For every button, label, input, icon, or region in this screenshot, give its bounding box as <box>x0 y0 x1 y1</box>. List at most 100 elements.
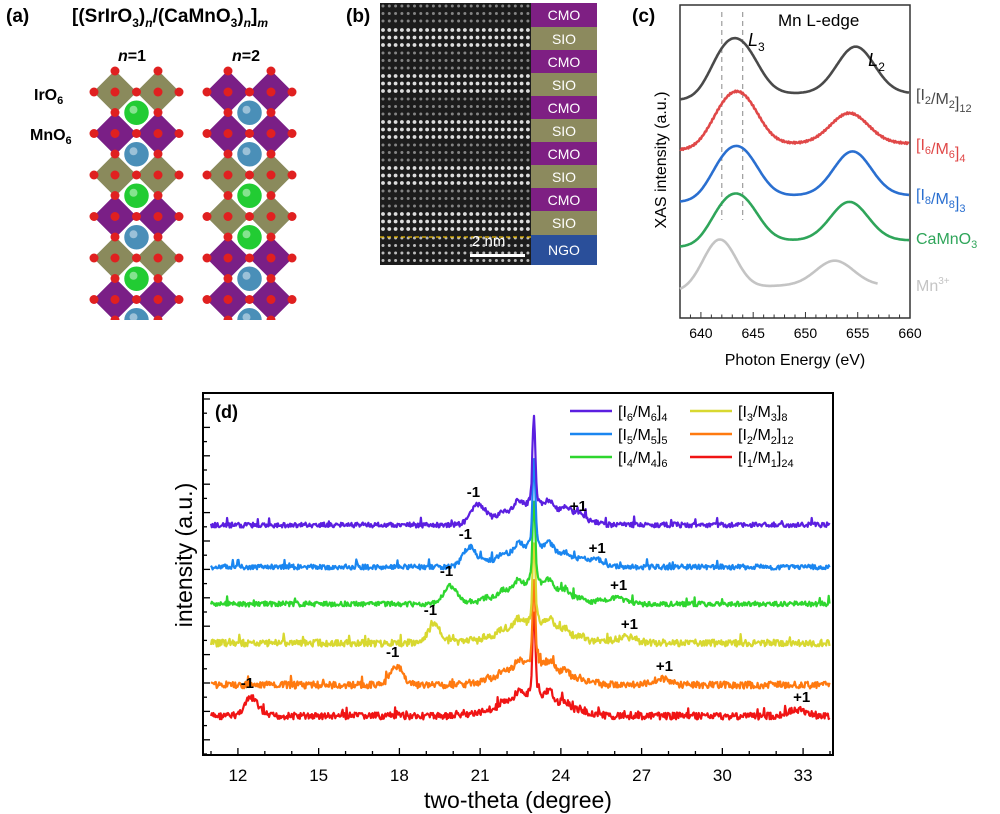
atom-column <box>475 219 480 224</box>
atom-column <box>418 127 423 132</box>
atom-column <box>469 66 473 70</box>
atom-column <box>381 244 385 247</box>
atom-column <box>450 66 454 70</box>
atom-column <box>444 112 448 116</box>
atom-column <box>393 43 398 47</box>
atom-column <box>393 35 398 40</box>
atom-column <box>418 212 423 216</box>
atom-column <box>444 189 448 193</box>
atom-column <box>481 89 486 93</box>
x-tick-label: 21 <box>471 766 490 785</box>
atom-highlight <box>129 271 138 280</box>
atom-column <box>482 197 486 200</box>
xas-series-labels: [I2/M2]12 [I6/M6]4 [I8/M8]3 CaMnO3 Mn3+ <box>916 87 977 295</box>
atom-column <box>526 244 530 247</box>
atom-column <box>482 151 486 154</box>
atom-column <box>394 97 398 101</box>
atom-column <box>501 197 505 200</box>
atom-column <box>425 12 429 15</box>
atom-column <box>431 127 436 132</box>
atom-column <box>393 135 398 139</box>
atom-column <box>520 189 524 193</box>
xrd-line-i5m55 <box>210 457 831 571</box>
atom-column <box>413 151 416 154</box>
atom-column <box>450 127 455 132</box>
oxygen-atom <box>174 212 184 221</box>
oxygen-atom <box>266 274 276 283</box>
atom-column <box>381 259 385 262</box>
atom-column <box>501 189 505 193</box>
atom-column <box>526 251 530 255</box>
atom-column <box>444 197 448 200</box>
atom-column <box>469 120 474 124</box>
atom-column <box>444 28 448 32</box>
xas-x-ticks: 640 645 650 655 660 <box>679 312 922 341</box>
atom-highlight <box>242 188 251 197</box>
atom-column <box>494 81 499 86</box>
atom-column <box>519 35 524 40</box>
atom-column <box>387 127 392 132</box>
atom-column <box>406 35 411 40</box>
atom-column <box>457 59 461 62</box>
atom-column <box>494 197 498 200</box>
xrd-chart: (d) 12 15 18 21 24 27 30 33 -1 +1 -1 +1 -1 +1 -1 +1 -1 +… <box>171 392 834 813</box>
atom-column <box>444 43 448 47</box>
atom-column <box>412 166 417 170</box>
atom-column <box>450 35 455 40</box>
atom-column <box>438 204 442 208</box>
atom-column <box>393 81 398 86</box>
atom-column <box>475 43 480 47</box>
oxygen-atom <box>153 191 163 200</box>
atom-column <box>507 204 511 208</box>
atom-column <box>438 143 442 147</box>
atom-column <box>450 74 455 78</box>
oxygen-atom <box>110 129 120 138</box>
atom-column <box>520 97 524 101</box>
legend-label: [I1/M1]24 <box>738 450 794 470</box>
xas-x-axis-label: Photon Energy (eV) <box>725 352 866 369</box>
atom-column <box>387 19 391 23</box>
atom-column <box>494 166 499 170</box>
atom-column <box>501 97 505 101</box>
x-tick-label: 650 <box>794 325 818 341</box>
oxygen-atom <box>110 274 120 283</box>
atom-column <box>513 197 517 200</box>
atom-column <box>513 189 517 193</box>
atom-column <box>381 66 385 70</box>
oxygen-atom <box>223 191 233 200</box>
atom-column <box>418 35 423 40</box>
atom-column <box>507 59 511 62</box>
atom-column <box>406 251 410 255</box>
atom-column <box>418 181 423 185</box>
atom-column <box>457 151 461 154</box>
panel-label-a: (a) <box>6 6 30 27</box>
atom-column <box>463 35 467 40</box>
xas-reference-lines <box>721 12 744 220</box>
oxygen-atom <box>266 108 276 117</box>
oxygen-atom <box>174 129 184 138</box>
oxygen-atom <box>266 149 276 159</box>
atom-column <box>431 219 436 224</box>
oxygen-atom <box>153 149 163 159</box>
oxygen-atom <box>89 212 99 221</box>
atom-column <box>431 59 435 62</box>
atom-column <box>425 189 429 193</box>
xrd-axis-ticks: 12 15 18 21 24 27 30 33 <box>203 398 831 785</box>
atom-column <box>431 204 435 208</box>
oxygen-atom <box>132 170 141 180</box>
atom-column <box>494 105 498 108</box>
atom-column <box>463 151 467 154</box>
atom-column <box>400 219 404 224</box>
atom-column <box>413 143 416 147</box>
atom-column <box>444 120 448 124</box>
atom-column <box>419 158 423 162</box>
crystal-structures <box>89 66 297 320</box>
atom-column <box>387 120 392 124</box>
atom-column <box>425 181 429 185</box>
satellite-plus-label: +1 <box>621 616 638 633</box>
oxygen-atom <box>110 295 120 304</box>
atom-column <box>475 28 480 32</box>
atom-column <box>513 28 518 32</box>
atom-column <box>393 89 398 93</box>
atom-column <box>463 259 467 262</box>
